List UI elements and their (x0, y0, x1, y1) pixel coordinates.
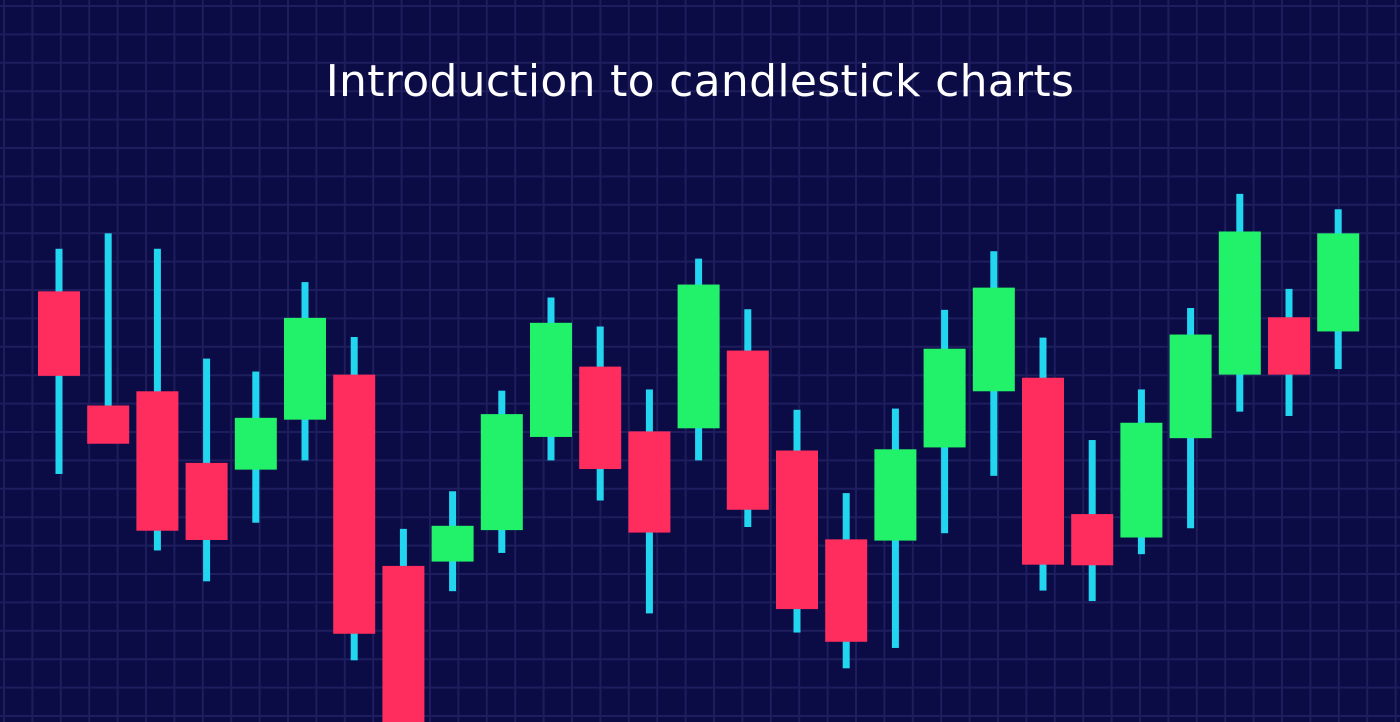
candle-bullish (480, 390, 523, 553)
candle-bullish (284, 282, 326, 461)
candle-bearish (726, 309, 769, 528)
candle-bearish (1022, 337, 1064, 591)
candle-body (480, 414, 523, 531)
candle-bullish (677, 258, 720, 461)
candle-body (1317, 233, 1360, 332)
candle-body (382, 565, 425, 722)
candle-bearish (185, 358, 228, 582)
candle-bullish (972, 251, 1015, 476)
candle-bullish (234, 371, 277, 523)
candle-body (825, 539, 868, 642)
candle-body (530, 322, 572, 437)
candle-body (136, 391, 179, 531)
candle-body (284, 317, 326, 420)
candle-body (972, 287, 1015, 392)
candle-body (87, 405, 130, 444)
candle-body (677, 284, 720, 429)
candle-bullish (1169, 307, 1212, 529)
candle-bullish (923, 309, 966, 534)
candle-body (1268, 317, 1310, 375)
candle-bullish (874, 408, 917, 648)
candle-body (333, 374, 376, 634)
candle-bearish (1071, 440, 1114, 602)
candle-body (628, 431, 671, 533)
candle-wick (104, 233, 112, 439)
candle-body (234, 417, 277, 470)
candle-bearish (628, 389, 671, 614)
candles (38, 193, 1360, 722)
candle-bearish (579, 326, 622, 501)
candle-body (923, 348, 966, 448)
chart-title: Introduction to candlestick charts (325, 56, 1075, 107)
candle-bearish (776, 409, 818, 633)
candle-bearish (87, 233, 130, 444)
candle-bullish (1120, 389, 1163, 555)
candle-body (1022, 377, 1064, 565)
candle-bullish (431, 491, 474, 592)
candle-body (579, 366, 622, 470)
candle-bearish (1268, 288, 1310, 416)
candle-bullish (1218, 193, 1261, 412)
candle-bearish (382, 528, 425, 722)
candle-bullish (1317, 209, 1360, 370)
candle-bearish (38, 248, 80, 474)
candle-body (185, 462, 228, 540)
candle-body (726, 350, 769, 510)
candle-bearish (136, 248, 179, 551)
candle-body (38, 291, 80, 376)
candle-bullish (530, 297, 572, 461)
candle-body (1218, 231, 1261, 375)
candle-body (1120, 422, 1163, 538)
candle-body (1071, 514, 1114, 566)
candle-bearish (825, 493, 868, 669)
candle-bearish (333, 336, 376, 661)
candle-body (874, 449, 917, 541)
candle-body (776, 450, 818, 610)
candle-body (431, 525, 474, 562)
candle-body (1169, 334, 1212, 439)
